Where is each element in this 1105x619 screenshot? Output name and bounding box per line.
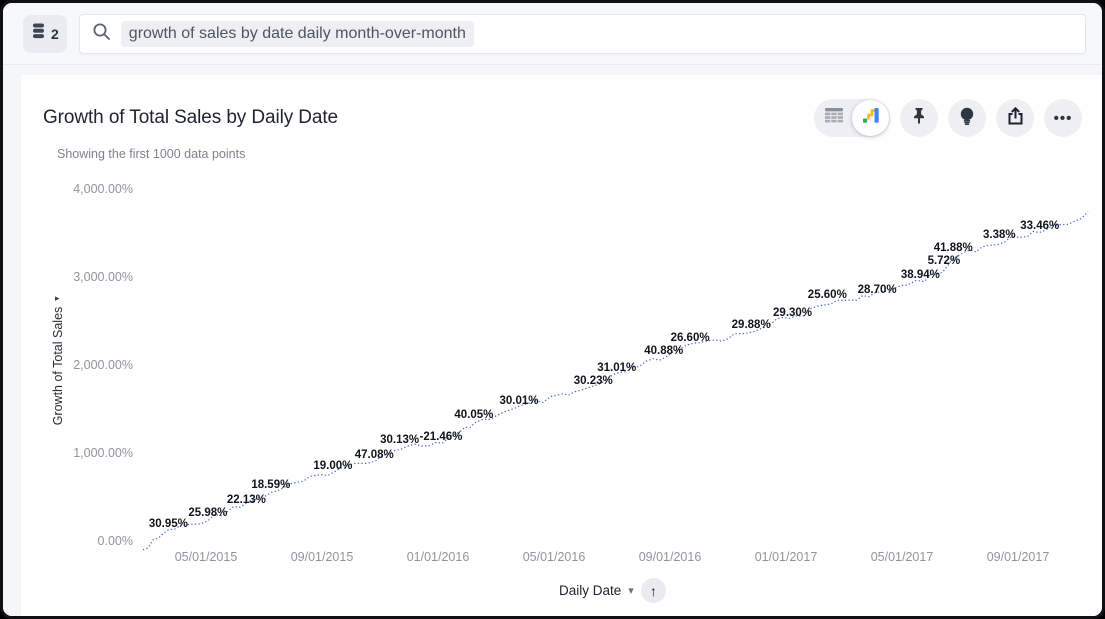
chart-view-button[interactable] — [852, 100, 889, 136]
more-icon: ••• — [1053, 109, 1073, 127]
top-search-bar: 2 growth of sales by date daily month-ov… — [3, 3, 1102, 65]
search-icon — [92, 22, 111, 46]
x-axis-control: Daily Date ▾ ↑ — [559, 578, 666, 603]
chevron-down-icon[interactable]: ▾ — [628, 585, 634, 597]
chart-subtitle: Showing the first 1000 data points — [57, 147, 246, 161]
more-options-button[interactable]: ••• — [1044, 99, 1082, 137]
answer-card: Growth of Total Sales by Daily Date — [21, 75, 1102, 616]
y-axis-title[interactable]: Growth of Total Sales — [51, 306, 65, 426]
sort-ascending-button[interactable]: ↑ — [640, 578, 666, 603]
share-icon — [1007, 106, 1024, 129]
pin-button[interactable] — [900, 99, 938, 137]
growth-line-chart — [142, 211, 1089, 551]
growth-line-series[interactable] — [142, 211, 1089, 551]
insights-button[interactable] — [948, 99, 986, 137]
search-input[interactable]: growth of sales by date daily month-over… — [78, 13, 1086, 54]
search-query-token[interactable]: growth of sales by date daily month-over… — [120, 20, 474, 47]
table-view-button[interactable] — [815, 100, 852, 136]
content-area: Growth of Total Sales by Daily Date — [3, 65, 1102, 616]
share-button[interactable] — [996, 99, 1034, 137]
chart-toolbar: ••• — [814, 99, 1082, 137]
table-icon — [824, 108, 843, 128]
data-source-count: 2 — [51, 25, 59, 42]
lightbulb-icon — [959, 107, 975, 129]
view-toggle — [814, 99, 890, 137]
axis-menu-arrow-icon[interactable]: ▸ — [55, 293, 60, 303]
database-icon — [31, 23, 46, 44]
card-header: Growth of Total Sales by Daily Date — [21, 75, 1102, 137]
x-axis-title[interactable]: Daily Date — [559, 583, 622, 598]
arrow-up-icon: ↑ — [649, 582, 657, 599]
data-source-button[interactable]: 2 — [23, 14, 67, 53]
chart-icon — [862, 107, 880, 129]
pin-icon — [911, 107, 927, 129]
chart-title: Growth of Total Sales by Daily Date — [43, 107, 339, 128]
